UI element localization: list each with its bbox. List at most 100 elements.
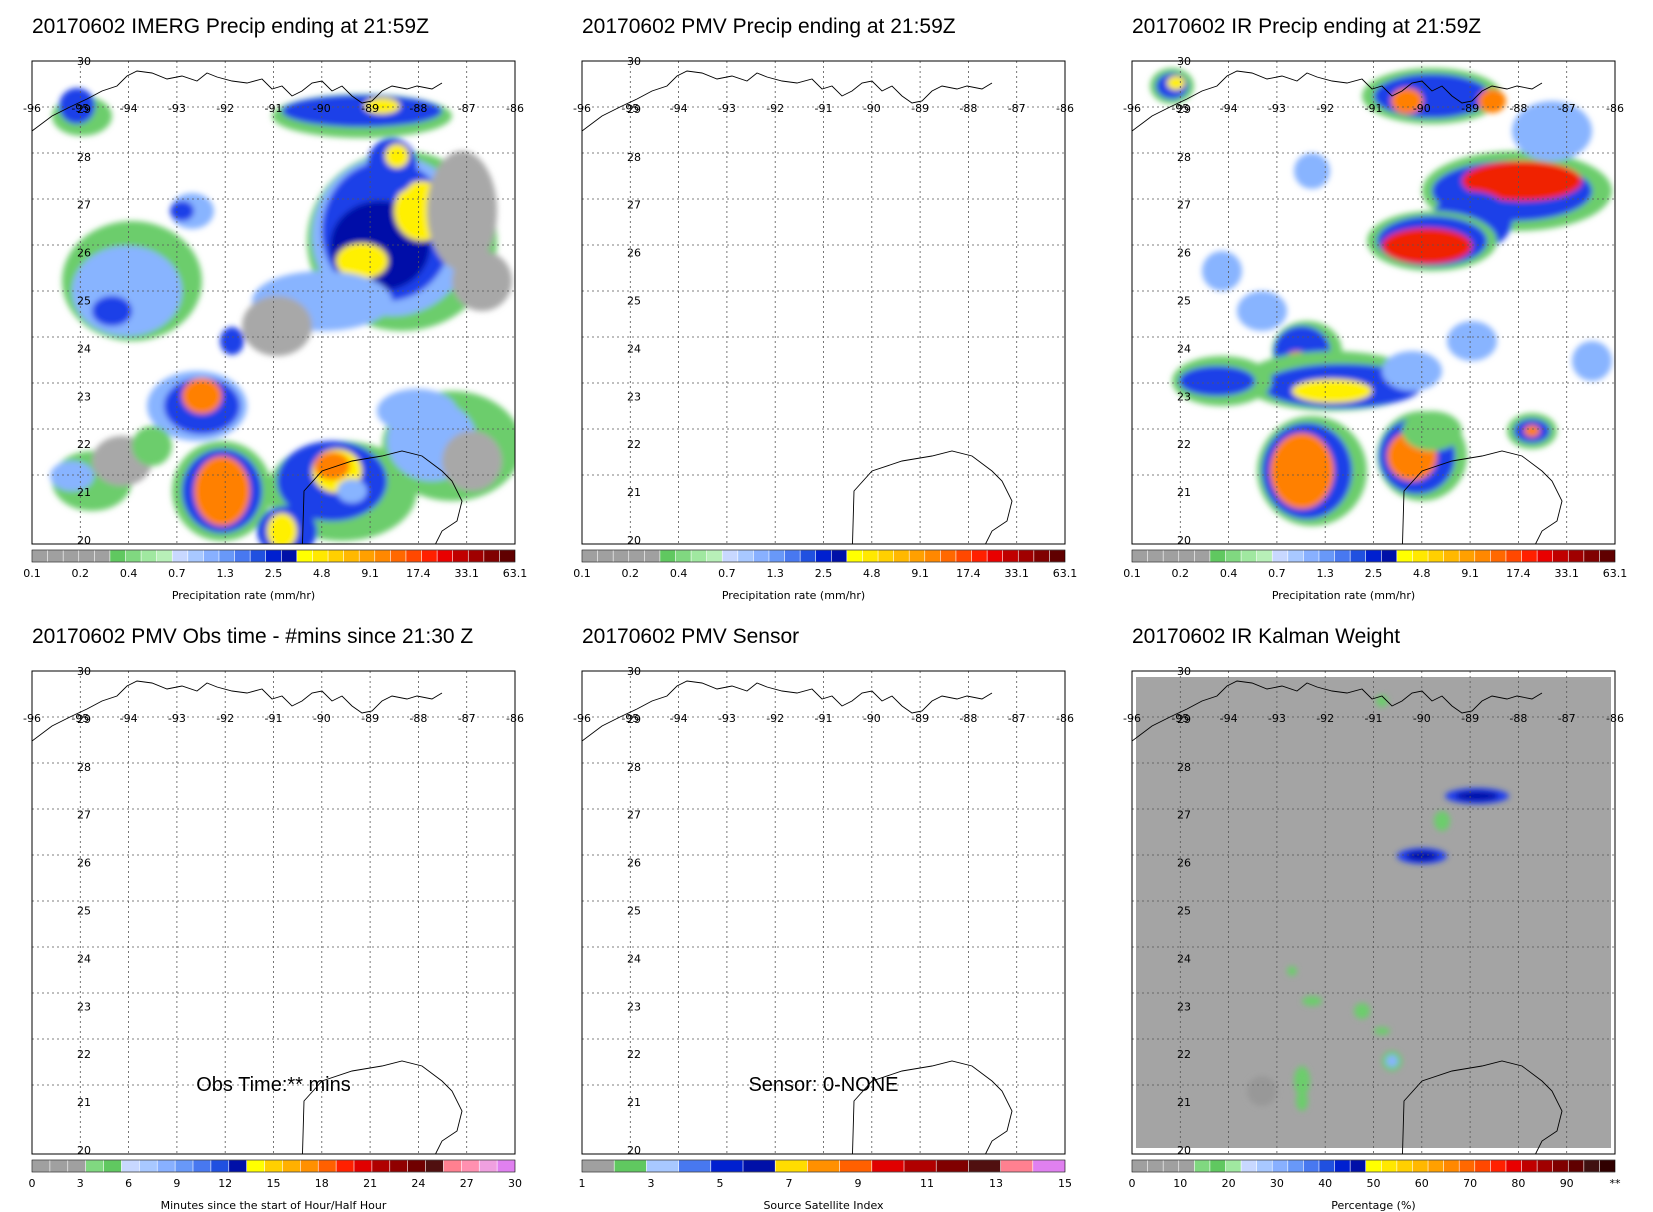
- lat-lon-grid: [32, 61, 515, 544]
- colorbar-swatch: [908, 549, 926, 563]
- colorbar-swatch: [1443, 549, 1460, 563]
- colorbar-swatch: [389, 1159, 409, 1173]
- lat-label: 22: [1177, 1048, 1191, 1061]
- colorbar-swatch: [1365, 549, 1382, 563]
- lat-label: 21: [627, 1096, 641, 1109]
- precip-cell: [1179, 366, 1255, 396]
- colorbar: 0 10 20 30 40 50 60 70 80 90 ** Percentage (%): [1129, 1159, 1622, 1212]
- colorbar-tick-label: 17.4: [406, 567, 431, 580]
- lat-label: 28: [627, 761, 641, 774]
- colorbar-tick-label: 80: [1511, 1177, 1525, 1190]
- lon-label: -95: [1171, 102, 1189, 115]
- colorbar-swatch: [807, 1159, 841, 1173]
- precip-cell: [364, 98, 400, 114]
- longitude-labels: -96 -95 -94 -93 -92 -91 -90 -89 -88 -87 -86: [573, 102, 1074, 115]
- lon-label: -92: [1316, 712, 1334, 725]
- lat-label: 25: [627, 905, 641, 918]
- colorbar-swatch: [815, 549, 832, 563]
- lat-label: 26: [627, 857, 641, 870]
- colorbar-swatch: [1552, 1159, 1569, 1173]
- colorbar-swatch: [312, 549, 329, 563]
- colorbar-tick-label: 3: [648, 1177, 655, 1190]
- colorbar-swatch: [317, 1159, 337, 1173]
- colorbar-swatch: [265, 549, 282, 563]
- colorbar-swatch: [327, 549, 345, 563]
- colorbar-swatch: [1458, 1159, 1476, 1173]
- panel-title: 20170602 IR Precip ending at 21:59Z: [1132, 15, 1481, 38]
- lon-label: -96: [573, 102, 591, 115]
- precip-cell: [314, 452, 350, 480]
- colorbar-tick-label: 2.5: [265, 567, 283, 580]
- colorbar-swatch: [1002, 549, 1019, 563]
- colorbar-swatch: [1458, 549, 1476, 563]
- lat-label: 30: [627, 55, 641, 68]
- colorbar-swatch: [646, 1159, 680, 1173]
- colorbar-swatch: [628, 549, 645, 563]
- lon-label: -86: [1056, 102, 1074, 115]
- precip-cell: [92, 296, 132, 326]
- longitude-labels: -96 -95 -94 -93 -92 -91 -90 -89 -88 -87 -86: [573, 712, 1074, 725]
- map-frame: [1131, 670, 1616, 1155]
- colorbar-tick-label: 33.1: [1554, 567, 1579, 580]
- lat-label: 22: [627, 438, 641, 451]
- precip-cell: [1391, 88, 1423, 114]
- lat-lon-grid: [1132, 671, 1615, 1154]
- colorbar-swatch: [1536, 1159, 1554, 1173]
- lat-label: 28: [1177, 151, 1191, 164]
- panel-ir-kalman: 20170602 IR Kalman Weight -96 -95 -94 -93 -92…: [1123, 625, 1624, 1212]
- colorbar-tick-label: 9: [173, 1177, 180, 1190]
- colorbar-swatch: [1209, 1159, 1227, 1173]
- colorbar-swatch: [955, 549, 973, 563]
- colorbar-swatch: [483, 549, 501, 563]
- colorbar-title: Precipitation rate (mm/hr): [722, 589, 865, 602]
- colorbar-swatch: [94, 549, 111, 563]
- precip-cell: [1287, 966, 1297, 976]
- colorbar-tick-label: 6: [125, 1177, 132, 1190]
- lon-label: -95: [1171, 712, 1189, 725]
- lon-label: -89: [1461, 712, 1479, 725]
- colorbar-swatch: [139, 1159, 158, 1173]
- colorbar-swatch: [421, 549, 438, 563]
- latitude-labels: 30 29 28 27 26 25 24 23 22 21 20: [1177, 665, 1191, 1157]
- colorbar-tick-label: 0.2: [622, 567, 640, 580]
- colorbar-tick-label: 12: [218, 1177, 232, 1190]
- lat-label: 20: [1177, 534, 1191, 547]
- precip-cell: [1294, 1066, 1310, 1096]
- colorbar-swatch: [218, 549, 236, 563]
- lat-label: 25: [627, 295, 641, 308]
- coastline: [582, 70, 1013, 544]
- colorbar-swatch: [1049, 549, 1066, 563]
- lon-label: -88: [1509, 102, 1527, 115]
- lat-label: 29: [77, 713, 91, 726]
- precip-cell: [242, 296, 312, 356]
- precip-cell: [220, 327, 244, 355]
- lon-label: -92: [216, 712, 234, 725]
- colorbar-swatch: [678, 1159, 712, 1173]
- lat-label: 29: [1177, 713, 1191, 726]
- lat-label: 24: [77, 952, 91, 965]
- panel-pmv-obs-time: 20170602 PMV Obs time - #mins since 21:3…: [23, 625, 524, 1212]
- colorbar-tick-label: 30: [508, 1177, 522, 1190]
- colorbar-swatch: [374, 549, 391, 563]
- map-area: [581, 670, 1066, 1155]
- colorbar-swatch: [1147, 1159, 1164, 1173]
- precip-cell: [1296, 1091, 1308, 1111]
- panel-annotation: Sensor: 0-NONE: [748, 1074, 898, 1096]
- colorbar-swatch: [264, 1159, 284, 1173]
- colorbar-swatch: [1412, 549, 1429, 563]
- colorbar-tick-label: 0.4: [120, 567, 138, 580]
- colorbar-tick-label: **: [1610, 1177, 1622, 1190]
- longitude-labels: -96 -95 -94 -93 -92 -91 -90 -89 -88 -87 -86: [1123, 102, 1624, 115]
- precip-cell: [1524, 425, 1540, 437]
- colorbar-swatch: [280, 549, 298, 563]
- colorbar-title: Source Satellite Index: [763, 1199, 884, 1212]
- lon-label: -87: [458, 712, 476, 725]
- colorbar-swatch: [1349, 1159, 1367, 1173]
- colorbar-swatch: [390, 549, 407, 563]
- colorbar-title: Minutes since the start of Hour/Half Hou…: [161, 1199, 387, 1212]
- lat-label: 30: [627, 665, 641, 678]
- lon-label: -86: [506, 712, 524, 725]
- precip-cell: [1462, 161, 1582, 201]
- precip-cell: [1270, 433, 1334, 509]
- colorbar-swatch: [478, 1159, 498, 1173]
